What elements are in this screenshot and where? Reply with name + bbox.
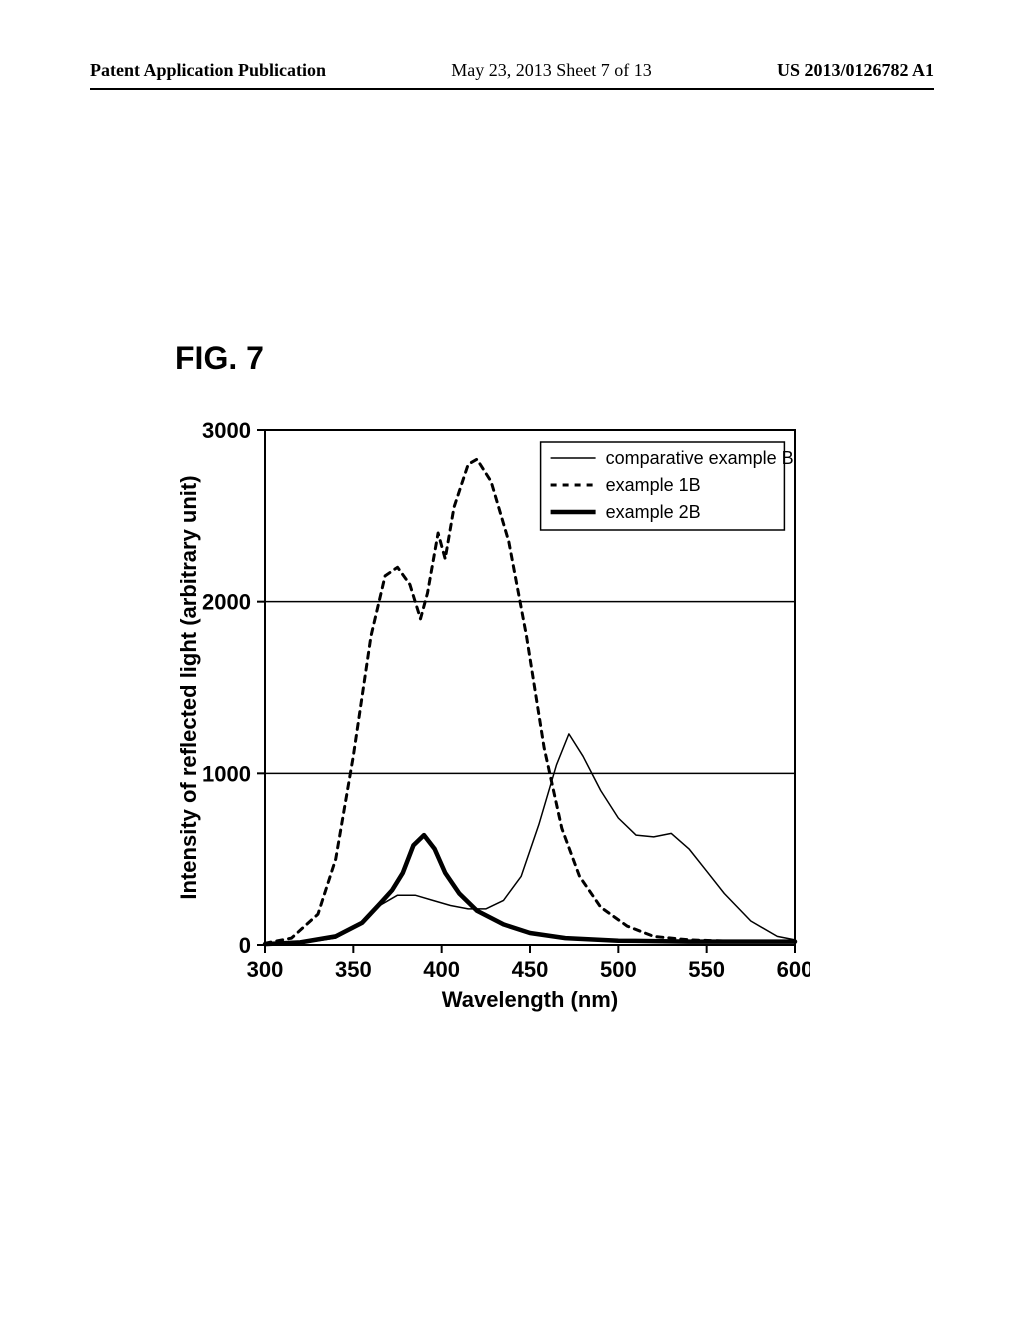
svg-text:1000: 1000 [202, 761, 251, 786]
svg-text:0: 0 [239, 933, 251, 958]
header-rule [90, 88, 934, 90]
header-left: Patent Application Publication [90, 60, 326, 81]
svg-text:Intensity of reflected light (: Intensity of reflected light (arbitrary … [176, 475, 201, 899]
svg-text:500: 500 [600, 957, 637, 982]
svg-text:400: 400 [423, 957, 460, 982]
header-middle: May 23, 2013 Sheet 7 of 13 [451, 60, 651, 81]
svg-text:example 2B: example 2B [606, 502, 701, 522]
svg-text:300: 300 [247, 957, 284, 982]
page: Patent Application Publication May 23, 2… [0, 0, 1024, 1320]
svg-text:2000: 2000 [202, 590, 251, 615]
header-right: US 2013/0126782 A1 [777, 60, 934, 81]
svg-text:550: 550 [688, 957, 725, 982]
svg-text:450: 450 [512, 957, 549, 982]
svg-text:comparative example B: comparative example B [606, 448, 794, 468]
svg-text:Wavelength (nm): Wavelength (nm) [442, 987, 618, 1012]
page-header: Patent Application Publication May 23, 2… [90, 60, 934, 81]
chart: 300 350 400 450 500 550 600 0 1000 2000 3000 Wavele… [170, 415, 810, 1035]
svg-text:example 1B: example 1B [606, 475, 701, 495]
chart-svg: 300 350 400 450 500 550 600 0 1000 2000 3000 Wavele… [170, 415, 810, 1035]
figure-label: FIG. 7 [175, 340, 264, 377]
svg-text:600: 600 [777, 957, 810, 982]
svg-text:350: 350 [335, 957, 372, 982]
svg-text:3000: 3000 [202, 418, 251, 443]
